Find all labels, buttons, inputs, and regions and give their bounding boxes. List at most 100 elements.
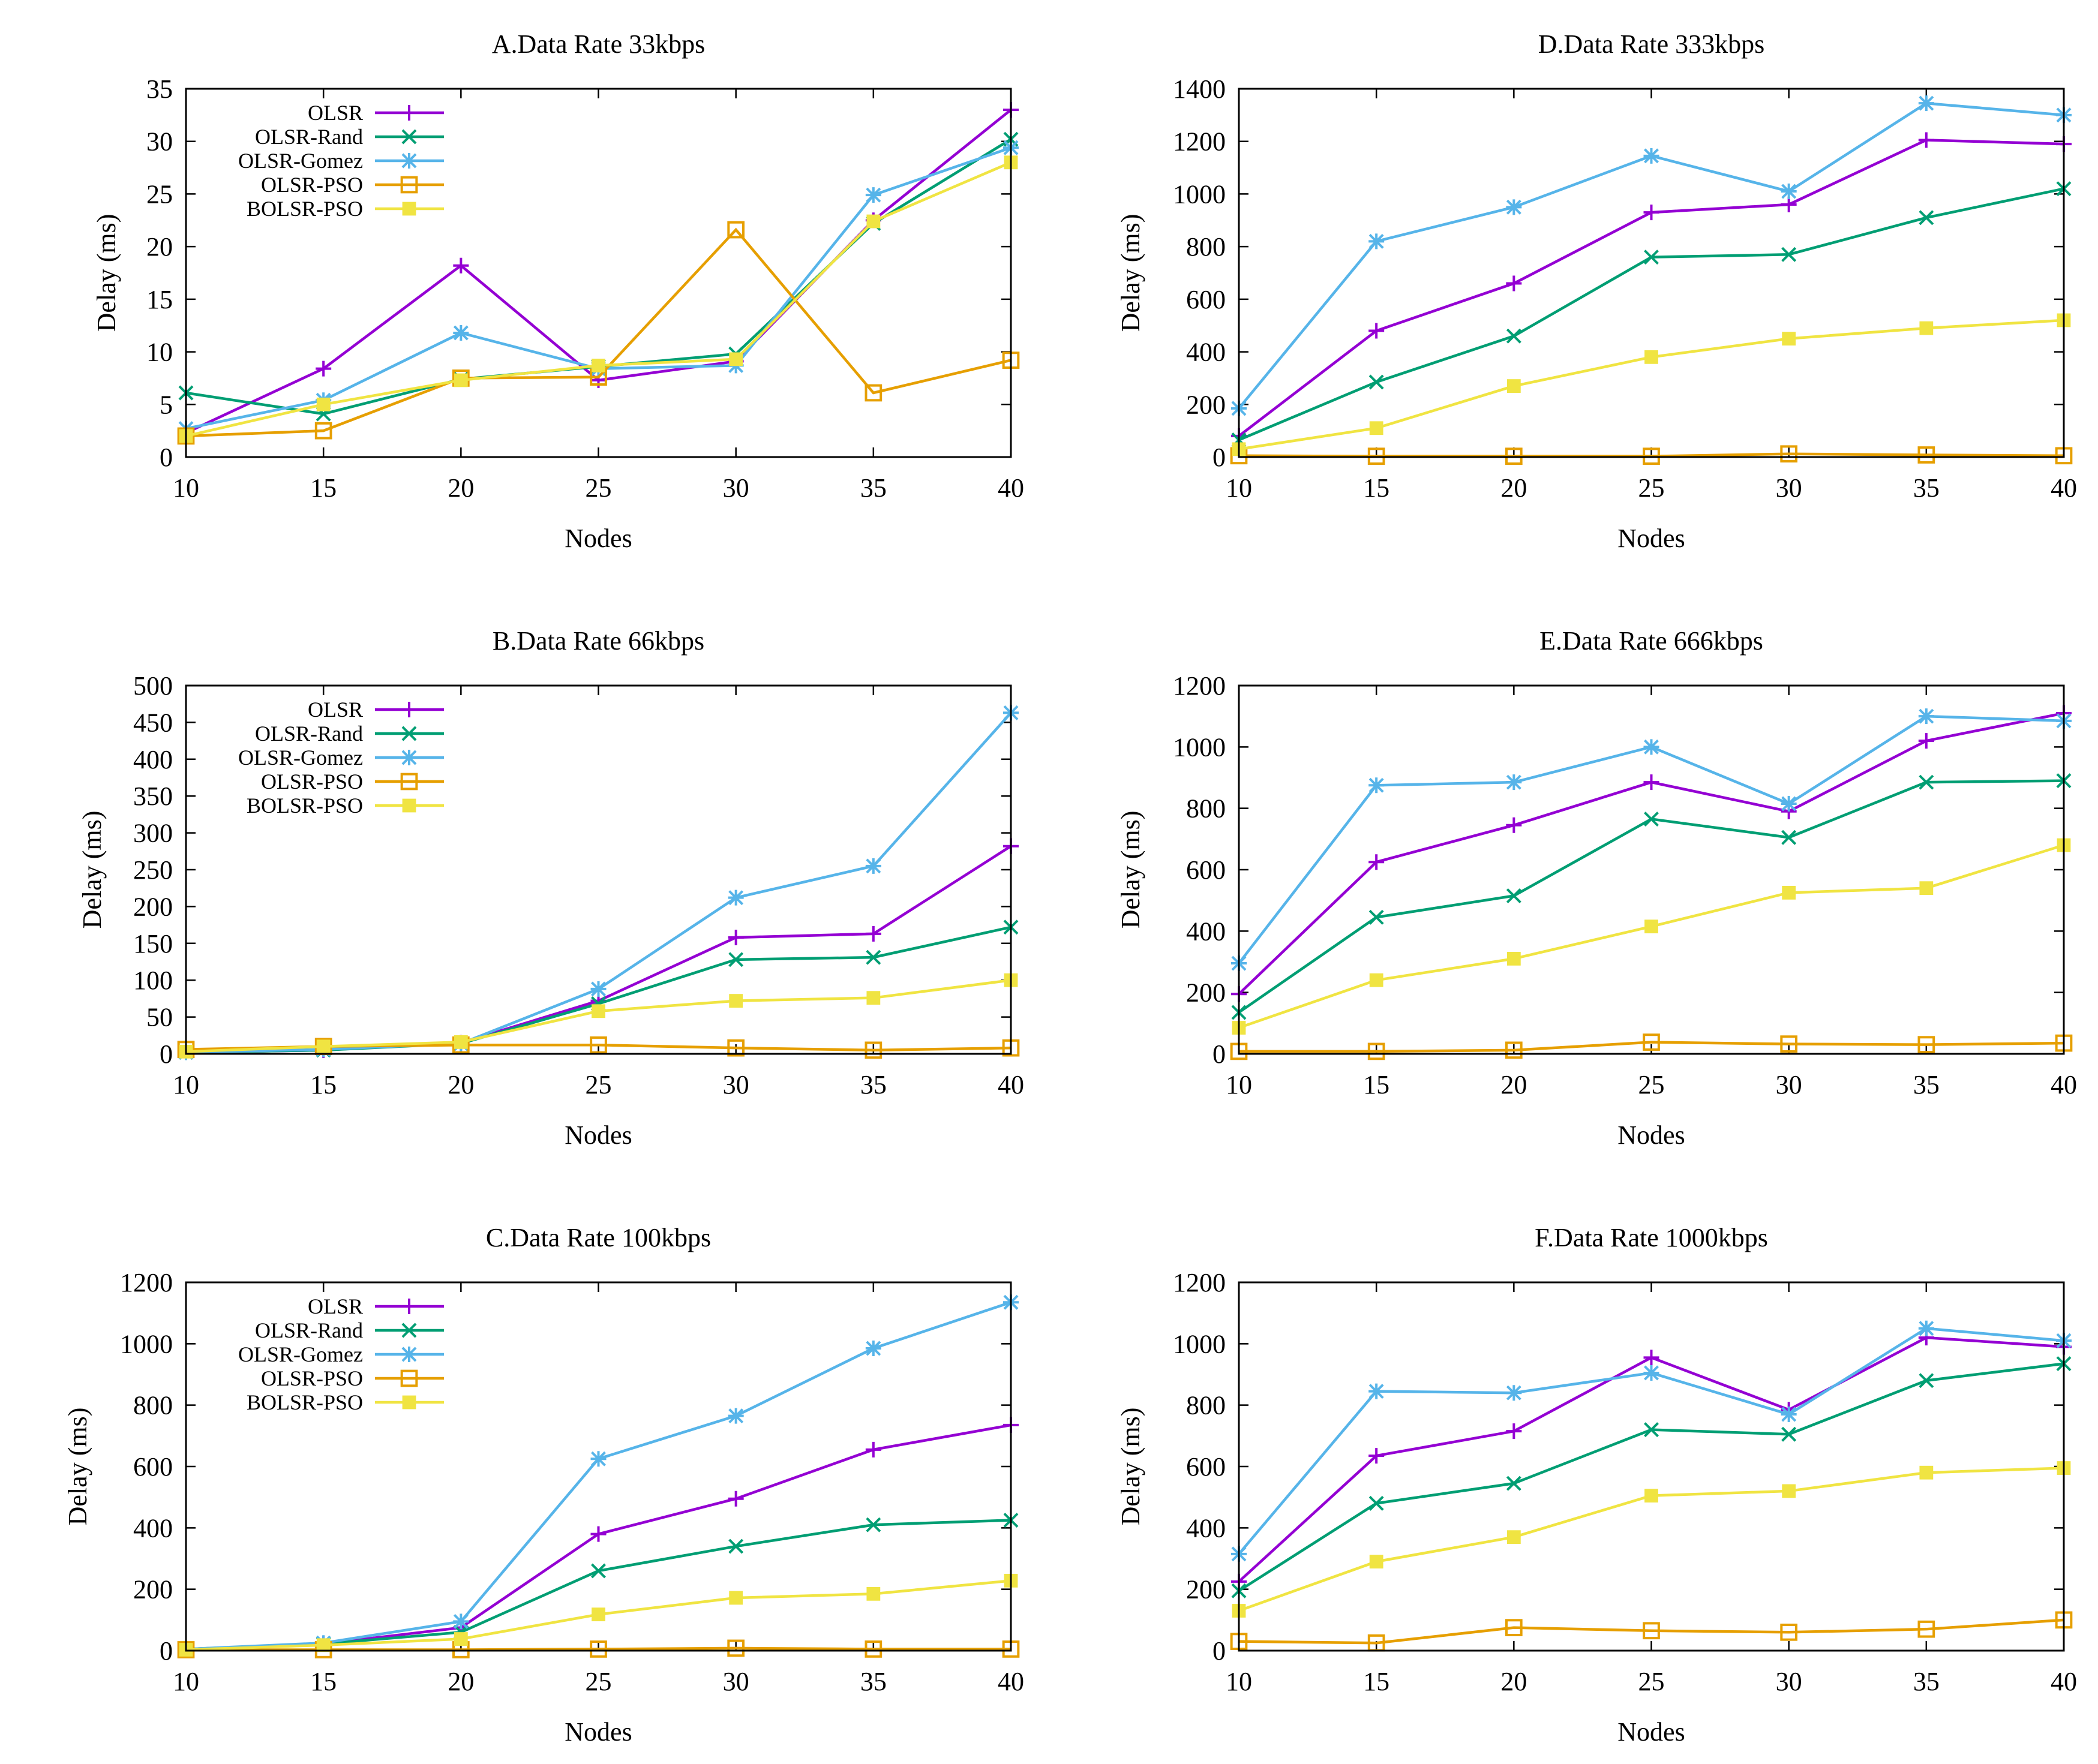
legend-marker bbox=[401, 1347, 417, 1362]
chart-title: F.Data Rate 1000kbps bbox=[1535, 1223, 1768, 1252]
chart-title: B.Data Rate 66kbps bbox=[493, 626, 704, 656]
y-tick-label: 600 bbox=[1186, 1452, 1226, 1481]
y-tick-label: 150 bbox=[133, 929, 173, 958]
y-tick-label: 200 bbox=[133, 892, 173, 921]
data-point bbox=[454, 373, 468, 387]
data-point bbox=[1643, 1033, 1660, 1051]
y-tick-label: 15 bbox=[146, 285, 173, 314]
data-point bbox=[1643, 205, 1659, 221]
legend-marker bbox=[401, 702, 417, 717]
data-point bbox=[454, 1035, 468, 1049]
data-point bbox=[1506, 1423, 1522, 1440]
y-tick-label: 25 bbox=[146, 179, 173, 209]
legend-label: OLSR-Gomez bbox=[238, 746, 363, 770]
data-point bbox=[1918, 1320, 1934, 1336]
data-point bbox=[592, 358, 605, 372]
data-point bbox=[865, 925, 881, 942]
data-point bbox=[316, 1039, 331, 1054]
legend-marker bbox=[401, 1323, 417, 1338]
legend-marker bbox=[402, 798, 416, 813]
legend-label: OLSR-Rand bbox=[255, 722, 363, 746]
x-tick-label: 10 bbox=[173, 1667, 199, 1696]
x-tick-label: 30 bbox=[723, 1667, 749, 1696]
series-line-olsr bbox=[1238, 139, 2064, 437]
y-tick-label: 1000 bbox=[1173, 1329, 1226, 1359]
data-point bbox=[1781, 830, 1797, 845]
data-point bbox=[1506, 951, 1521, 966]
data-point bbox=[1781, 1426, 1797, 1442]
data-point bbox=[1917, 1036, 1935, 1054]
data-point bbox=[591, 1563, 606, 1579]
data-point bbox=[1368, 1495, 1384, 1511]
data-point bbox=[316, 397, 331, 411]
series-bolsr-pso bbox=[1232, 1461, 2071, 1618]
x-tick-label: 10 bbox=[1226, 1070, 1252, 1099]
x-tick-label: 15 bbox=[310, 1667, 337, 1696]
data-point bbox=[1369, 421, 1383, 435]
y-tick-label: 400 bbox=[1186, 338, 1226, 367]
data-point bbox=[590, 981, 607, 997]
legend-marker bbox=[400, 773, 418, 791]
x-tick-label: 35 bbox=[860, 1070, 887, 1099]
x-tick-label: 30 bbox=[723, 473, 749, 503]
plot-frame bbox=[1238, 1281, 2065, 1652]
data-point bbox=[1917, 446, 1935, 464]
data-point bbox=[729, 1591, 743, 1605]
legend-label: OLSR-Gomez bbox=[238, 149, 363, 173]
series-olsr-pso bbox=[1230, 445, 2073, 465]
data-point bbox=[454, 1632, 468, 1646]
x-tick-label: 20 bbox=[1500, 1070, 1527, 1099]
x-tick-label: 40 bbox=[2051, 1667, 2077, 1696]
legend-marker bbox=[401, 153, 417, 169]
x-tick-label: 40 bbox=[2051, 473, 2077, 503]
y-tick-label: 100 bbox=[133, 966, 173, 995]
x-tick-label: 25 bbox=[586, 1667, 612, 1696]
data-point bbox=[728, 952, 744, 967]
y-axis-label: Delay (ms) bbox=[77, 811, 107, 929]
x-tick-label: 25 bbox=[1638, 1070, 1665, 1099]
data-point bbox=[1506, 275, 1522, 292]
data-point bbox=[1919, 210, 1934, 226]
data-point bbox=[727, 1639, 745, 1657]
data-point bbox=[1368, 374, 1384, 390]
x-tick-label: 25 bbox=[1638, 1667, 1665, 1696]
data-point bbox=[865, 1041, 883, 1059]
x-tick-label: 20 bbox=[448, 1070, 474, 1099]
chart-title: A.Data Rate 33kbps bbox=[492, 29, 706, 59]
y-tick-label: 1000 bbox=[1173, 732, 1226, 762]
data-point bbox=[1369, 1555, 1383, 1569]
y-tick-label: 600 bbox=[1186, 855, 1226, 885]
data-point bbox=[865, 1640, 883, 1658]
y-tick-label: 400 bbox=[1186, 916, 1226, 946]
chart-f: F.Data Rate 1000kbps 0 200 400 600 800 1000 120… bbox=[1116, 1223, 2077, 1747]
x-tick-label: 10 bbox=[1226, 473, 1252, 503]
chart-b: D.Data Rate 333kbps 0 200 400 600 800 1000 1200… bbox=[1116, 29, 2077, 553]
y-axis-label: Delay (ms) bbox=[1116, 1408, 1145, 1526]
y-tick-label: 0 bbox=[1212, 443, 1226, 472]
data-point bbox=[1919, 774, 1934, 790]
data-point bbox=[1506, 379, 1521, 393]
y-tick-label: 0 bbox=[1212, 1636, 1226, 1666]
data-point bbox=[728, 1490, 744, 1507]
y-tick-label: 200 bbox=[1186, 978, 1226, 1008]
chart-title: D.Data Rate 333kbps bbox=[1538, 29, 1765, 59]
x-tick-label: 15 bbox=[310, 473, 337, 503]
y-tick-label: 200 bbox=[1186, 390, 1226, 419]
data-point bbox=[590, 1640, 607, 1658]
y-tick-label: 1200 bbox=[120, 1268, 173, 1297]
data-point bbox=[1506, 774, 1522, 791]
y-tick-label: 0 bbox=[160, 1636, 173, 1666]
data-point bbox=[1506, 817, 1522, 833]
series-bolsr-pso bbox=[1232, 313, 2071, 456]
legend-label: BOLSR-PSO bbox=[247, 197, 363, 221]
plot-frame bbox=[185, 88, 1012, 458]
data-point bbox=[1644, 1422, 1659, 1438]
legend-label: OLSR bbox=[308, 1294, 363, 1318]
x-tick-label: 20 bbox=[448, 473, 474, 503]
data-point bbox=[590, 1451, 607, 1467]
x-tick-label: 30 bbox=[1776, 473, 1802, 503]
chart-d: E.Data Rate 666kbps 0 200 400 600 800 1000 1200… bbox=[1116, 626, 2077, 1150]
y-tick-label: 35 bbox=[146, 74, 173, 104]
